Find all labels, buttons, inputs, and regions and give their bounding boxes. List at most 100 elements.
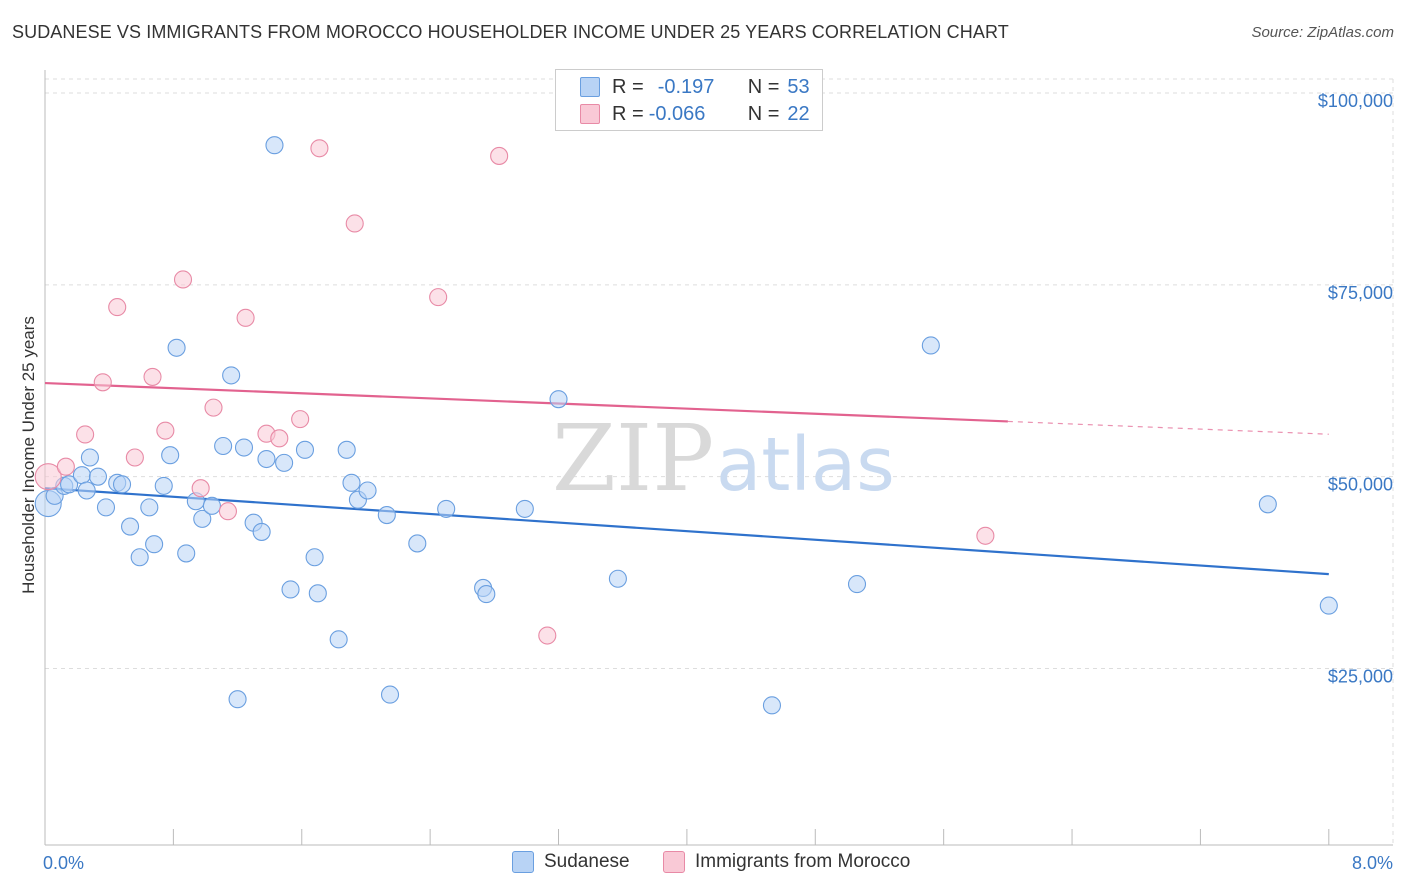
sudanese-point [177,544,196,563]
morocco-point [125,448,144,467]
morocco-point [976,526,995,545]
correlation-legend: R = -0.197 N = 53 R = -0.066 N = 22 [555,69,823,131]
watermark-zip: ZIP [552,405,714,512]
series-legend-morocco: Immigrants from Morocco [663,851,910,873]
sudanese-point [96,498,116,517]
trend-lines [44,381,1329,576]
series-label: Immigrants from Morocco [695,851,911,872]
data-points [34,136,1338,715]
sudanese-point [1258,495,1277,514]
series-label: Sudanese [544,851,630,872]
sudanese-point [88,467,108,486]
legend-r-value: -0.197 [657,75,715,98]
trend-line [44,487,1329,576]
sudanese-point [477,585,496,604]
sudanese-point [437,499,456,518]
sudanese-point [161,446,180,465]
sudanese-point [222,366,241,385]
sudanese-point [252,522,271,541]
legend-r-label: R = [612,102,644,125]
sudanese-point [1319,596,1338,615]
legend-swatch-pink [580,104,600,124]
sudanese-point [228,690,247,709]
sudanese-point [762,696,782,715]
morocco-point [538,626,557,645]
sudanese-point [275,453,294,472]
legend-row-morocco: R = -0.066 N = 22 [580,101,810,127]
morocco-point [270,429,289,448]
axes [44,70,1393,846]
morocco-point [93,373,112,392]
sudanese-point [121,517,140,536]
morocco-point [429,288,448,307]
series-legend-sudanese: Sudanese [512,851,630,873]
morocco-point [291,410,310,429]
morocco-point [108,298,127,317]
x-tick-label-end: 8.0% [1352,853,1393,873]
sudanese-point [358,481,377,500]
sudanese-point [60,475,79,494]
legend-r-label: R = [612,75,644,98]
sudanese-point [130,548,149,567]
morocco-point [56,457,75,476]
trend-line [44,381,1008,423]
sudanese-point [265,136,284,155]
legend-n-label: N = [747,75,780,98]
sudanese-point [281,580,300,599]
legend-n-label: N = [747,102,780,125]
sudanese-point [549,390,568,409]
sudanese-point [847,575,867,594]
legend-swatch-blue [580,77,600,97]
y-tick-label: $75,000 [1328,283,1393,303]
sudanese-point [140,498,159,517]
series-swatch-blue [512,851,534,873]
morocco-point [218,502,237,521]
sudanese-point [214,436,233,456]
sudanese-point [342,473,361,492]
legend-r-value: -0.066 [648,102,706,125]
x-tick-label-start: 0.0% [43,853,84,873]
sudanese-point [112,475,132,494]
morocco-point [204,398,223,417]
sudanese-point [72,466,91,485]
sudanese-point [329,630,348,649]
source-label: Source: ZipAtlas.com [1251,24,1394,41]
sudanese-point [308,584,327,603]
morocco-point [173,270,193,289]
sudanese-point [380,685,400,704]
sudanese-point [193,509,212,528]
sudanese-point [377,505,396,525]
sudanese-point [305,548,324,567]
sudanese-point [295,440,315,459]
morocco-point [34,463,62,491]
trend-line-extension [1007,420,1329,435]
sudanese-point [167,338,186,357]
morocco-point [236,308,255,327]
sudanese-point [234,438,254,457]
sudanese-point [154,476,173,495]
series-swatch-pink [663,851,685,873]
morocco-point [490,146,509,165]
y-tick-label: $25,000 [1328,667,1393,687]
morocco-point [345,214,364,233]
y-tick-labels: $25,000 $50,000 $75,000 $100,000 [1318,91,1393,686]
sudanese-point [202,496,221,515]
sudanese-point [145,535,164,554]
legend-row-sudanese: R = -0.197 N = 53 [580,74,810,100]
sudanese-point [257,449,276,469]
sudanese-point [608,569,627,588]
series-legend: Sudanese Immigrants from Morocco [0,851,1406,877]
sudanese-point [921,336,940,355]
chart-title: SUDANESE VS IMMIGRANTS FROM MOROCCO HOUS… [12,22,1009,42]
y-axis-label: Householder Income Under 25 years [19,316,38,594]
y-tick-label: $100,000 [1318,91,1393,111]
sudanese-point [80,448,99,467]
sudanese-point [77,481,96,500]
sudanese-point [337,440,356,459]
morocco-point [76,425,95,444]
morocco-point [191,479,210,498]
watermark-atlas: atlas [716,422,895,508]
sudanese-point [515,499,534,518]
morocco-point [156,421,175,440]
